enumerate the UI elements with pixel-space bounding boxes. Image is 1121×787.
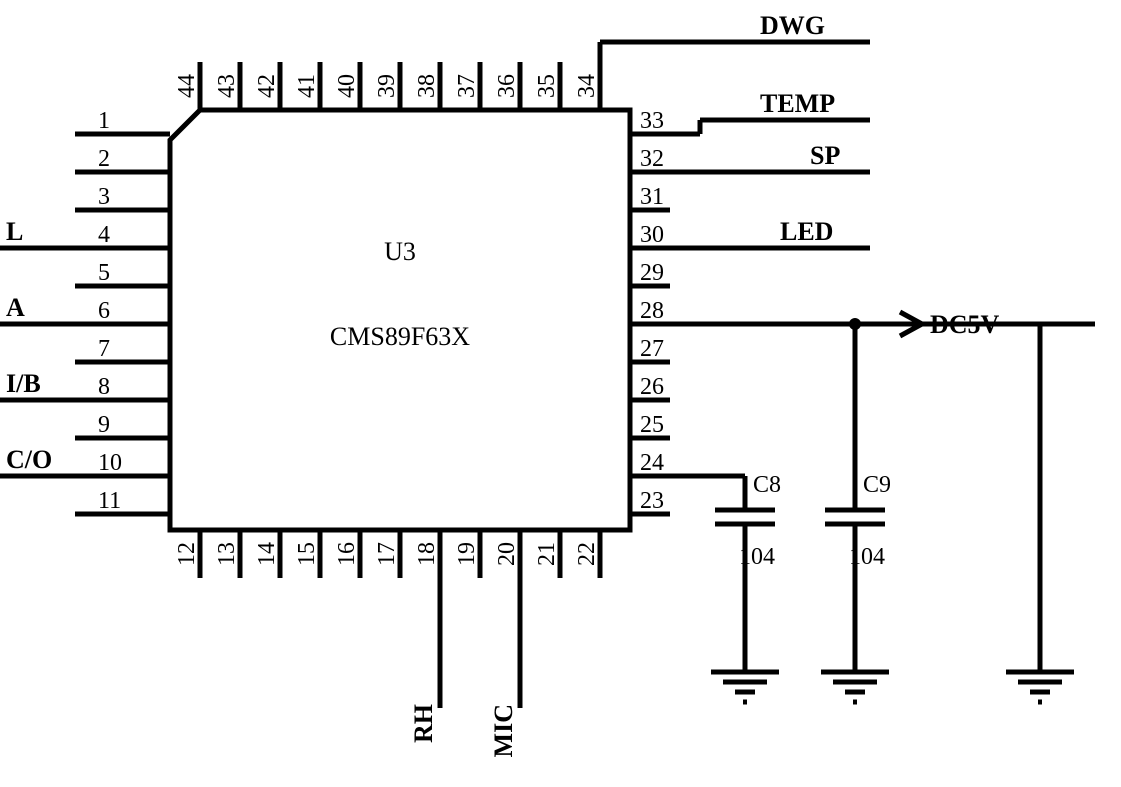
- svg-text:3: 3: [98, 184, 110, 210]
- svg-text:12: 12: [174, 542, 200, 566]
- svg-text:7: 7: [98, 336, 110, 362]
- svg-text:33: 33: [640, 108, 664, 134]
- svg-text:28: 28: [640, 298, 664, 324]
- svg-text:42: 42: [254, 74, 280, 98]
- svg-text:25: 25: [640, 412, 664, 438]
- svg-text:8: 8: [98, 374, 110, 400]
- svg-text:11: 11: [98, 488, 121, 514]
- svg-text:34: 34: [574, 74, 600, 98]
- svg-text:104: 104: [849, 544, 885, 570]
- svg-text:38: 38: [414, 74, 440, 98]
- svg-text:30: 30: [640, 222, 664, 248]
- svg-text:C/O: C/O: [6, 445, 52, 474]
- svg-text:27: 27: [640, 336, 664, 362]
- svg-text:35: 35: [534, 74, 560, 98]
- svg-text:SP: SP: [810, 141, 840, 170]
- svg-text:104: 104: [739, 544, 775, 570]
- svg-text:I/B: I/B: [6, 369, 41, 398]
- svg-text:RH: RH: [409, 704, 438, 743]
- svg-text:31: 31: [640, 184, 664, 210]
- svg-text:A: A: [6, 293, 25, 322]
- svg-text:13: 13: [214, 542, 240, 566]
- svg-text:L: L: [6, 217, 23, 246]
- svg-text:16: 16: [334, 542, 360, 566]
- svg-text:26: 26: [640, 374, 664, 400]
- svg-text:MIC: MIC: [489, 704, 518, 757]
- svg-text:39: 39: [374, 74, 400, 98]
- svg-text:5: 5: [98, 260, 110, 286]
- svg-text:6: 6: [98, 298, 110, 324]
- svg-text:CMS89F63X: CMS89F63X: [330, 322, 470, 351]
- svg-text:DWG: DWG: [760, 11, 825, 40]
- svg-text:21: 21: [534, 542, 560, 566]
- svg-text:TEMP: TEMP: [760, 89, 835, 118]
- svg-text:C9: C9: [863, 472, 891, 498]
- svg-text:23: 23: [640, 488, 664, 514]
- svg-text:32: 32: [640, 146, 664, 172]
- svg-text:4: 4: [98, 222, 110, 248]
- svg-text:1: 1: [98, 108, 110, 134]
- svg-text:40: 40: [334, 74, 360, 98]
- svg-text:29: 29: [640, 260, 664, 286]
- svg-text:LED: LED: [780, 217, 833, 246]
- svg-text:24: 24: [640, 450, 664, 476]
- svg-text:22: 22: [574, 542, 600, 566]
- svg-text:20: 20: [494, 542, 520, 566]
- svg-text:DC5V: DC5V: [930, 310, 1000, 339]
- svg-text:U3: U3: [384, 237, 416, 266]
- svg-text:36: 36: [494, 74, 520, 98]
- svg-text:44: 44: [174, 74, 200, 98]
- svg-text:18: 18: [414, 542, 440, 566]
- svg-text:37: 37: [454, 74, 480, 98]
- svg-text:9: 9: [98, 412, 110, 438]
- svg-text:19: 19: [454, 542, 480, 566]
- svg-text:41: 41: [294, 74, 320, 98]
- svg-text:2: 2: [98, 146, 110, 172]
- svg-text:10: 10: [98, 450, 122, 476]
- svg-text:C8: C8: [753, 472, 781, 498]
- svg-text:15: 15: [294, 542, 320, 566]
- svg-text:14: 14: [254, 542, 280, 566]
- svg-text:17: 17: [374, 542, 400, 566]
- svg-text:43: 43: [214, 74, 240, 98]
